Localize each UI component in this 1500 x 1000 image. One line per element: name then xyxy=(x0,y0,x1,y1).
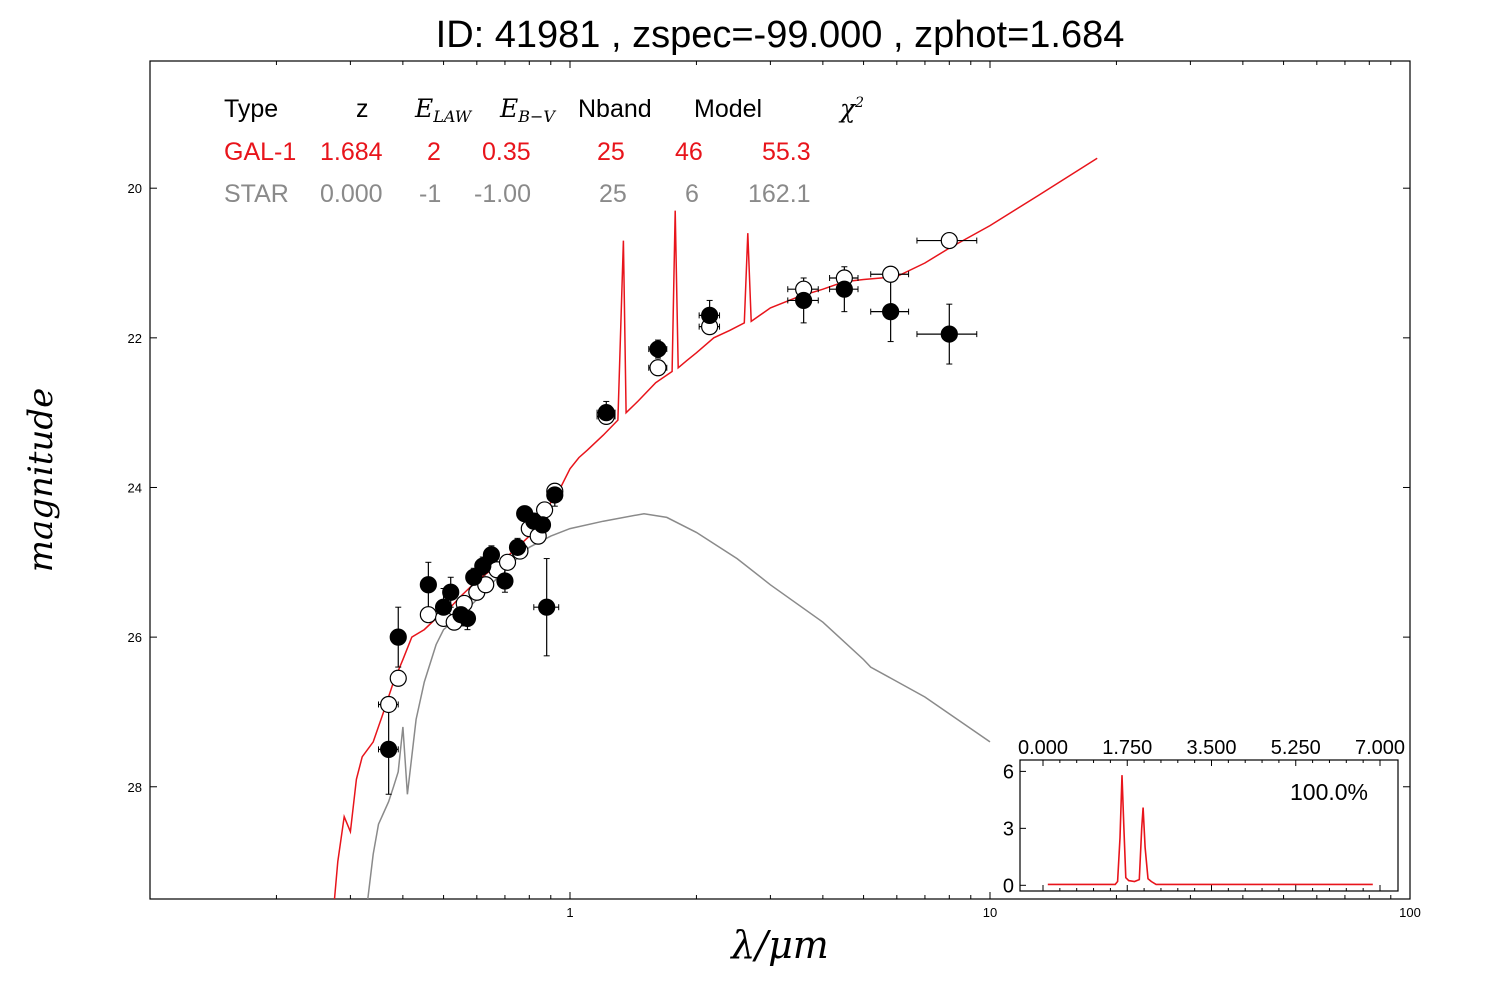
table-cell: 2 xyxy=(427,138,441,166)
table-cell: -1 xyxy=(419,180,441,208)
inset-y-ticks: 0 3 6 xyxy=(1003,761,1026,897)
pz-curve xyxy=(1047,775,1373,886)
y-tick-label: 22 xyxy=(128,331,142,346)
y-axis-label: magnitude xyxy=(21,388,61,573)
observed-point xyxy=(882,303,900,321)
photometry-points xyxy=(380,231,958,758)
galaxy-model-curve xyxy=(333,157,1098,900)
inset-x-tick-label: 3.500 xyxy=(1186,737,1236,759)
table-cell: 25 xyxy=(599,180,627,208)
observed-point xyxy=(434,598,453,616)
table-cell: 1.684 xyxy=(320,138,383,166)
observed-point xyxy=(442,583,460,601)
table-header-ebv: EB−V xyxy=(499,94,556,126)
table-cell: STAR xyxy=(224,180,289,208)
table-cell: GAL-1 xyxy=(224,138,296,166)
table-header-nband: Nband xyxy=(578,95,652,123)
observed-point xyxy=(496,572,514,590)
table-cell: 46 xyxy=(675,138,703,166)
inset-y-tick-label: 3 xyxy=(1003,818,1014,840)
inset-x-ticks: 0.000 1.750 3.500 5.250 7.000 xyxy=(1018,737,1405,891)
table-header-elaw: ELAW xyxy=(414,94,473,126)
table-row-star: STAR 0.000 -1 -1.00 25 6 162.1 xyxy=(224,180,811,208)
inset-y-tick-label: 0 xyxy=(1003,875,1014,897)
table-row-gal: GAL-1 1.684 2 0.35 25 46 55.3 xyxy=(224,138,811,166)
chart-title: ID: 41981 , zspec=-99.000 , zphot=1.684 xyxy=(435,14,1125,56)
observed-point xyxy=(533,516,552,534)
pz-line xyxy=(1047,775,1373,886)
model-point xyxy=(380,695,398,714)
observed-point xyxy=(419,576,437,594)
model-point xyxy=(882,265,900,283)
table-cell: 25 xyxy=(597,138,625,166)
inset-frame xyxy=(1019,759,1399,892)
table-cell: -1.00 xyxy=(474,180,531,208)
table-cell: 0.000 xyxy=(320,180,383,208)
x-axis-label: λ/μm xyxy=(729,923,829,967)
table-header-z: z xyxy=(356,95,369,123)
table-cell: 0.35 xyxy=(482,138,531,166)
model-point xyxy=(940,231,958,250)
galaxy-sed-line xyxy=(333,157,1098,900)
observed-point xyxy=(538,598,556,616)
observed-point xyxy=(649,340,667,358)
y-tick-label: 20 xyxy=(128,181,142,196)
model-point xyxy=(649,359,667,377)
x-tick-label: 10 xyxy=(983,905,997,920)
table-header-chi2: χ2 xyxy=(838,94,864,123)
star-model-curve xyxy=(367,512,991,900)
inset-x-tick-label: 5.250 xyxy=(1271,737,1321,759)
inset-x-tick-label: 1.750 xyxy=(1102,737,1152,759)
y-axis-ticks: 20 22 24 26 28 xyxy=(128,181,1410,795)
observed-point xyxy=(465,568,483,586)
inset-x-tick-label: 0.000 xyxy=(1018,737,1068,759)
table-cell: 55.3 xyxy=(762,138,811,166)
star-sed-line xyxy=(367,512,991,900)
observed-point xyxy=(458,609,477,628)
x-tick-label: 100 xyxy=(1399,905,1421,920)
model-point xyxy=(498,553,517,571)
observed-point xyxy=(795,291,813,310)
observed-point xyxy=(940,325,958,343)
plot-frame xyxy=(149,60,1411,900)
model-point xyxy=(389,669,407,687)
table-cell: 162.1 xyxy=(748,180,811,208)
observed-point xyxy=(546,486,564,504)
y-tick-label: 24 xyxy=(128,480,142,495)
model-point xyxy=(419,606,437,624)
observed-point xyxy=(482,546,501,564)
x-tick-label: 1 xyxy=(566,905,573,920)
observed-point xyxy=(835,280,853,298)
fit-table: Type z ELAW EB−V Nband Model χ2 GAL-1 1.… xyxy=(224,94,864,208)
table-cell: 6 xyxy=(685,180,699,208)
y-tick-label: 28 xyxy=(128,780,142,795)
pz-inset: 0.000 1.750 3.500 5.250 7.000 0 3 6 100.0% xyxy=(1003,737,1405,897)
table-header-type: Type xyxy=(224,95,278,123)
y-tick-label: 26 xyxy=(128,630,142,645)
observed-point xyxy=(389,628,407,646)
inset-x-tick-label: 7.000 xyxy=(1355,737,1405,759)
x-axis-ticks: 1 10 100 xyxy=(275,61,1421,920)
table-header-model: Model xyxy=(694,95,762,123)
observed-point xyxy=(380,740,398,758)
observed-point xyxy=(508,538,527,556)
observed-point xyxy=(701,306,719,324)
observed-point xyxy=(597,404,615,422)
inset-annotation: 100.0% xyxy=(1290,779,1368,805)
inset-y-tick-label: 6 xyxy=(1003,761,1014,783)
